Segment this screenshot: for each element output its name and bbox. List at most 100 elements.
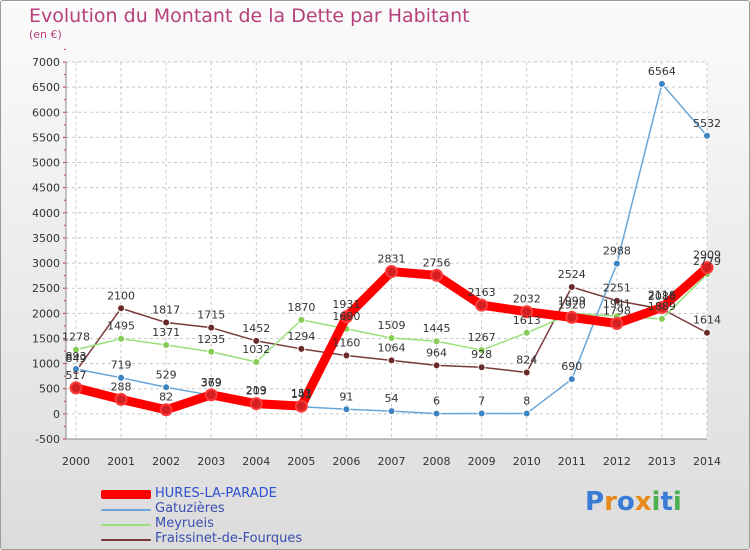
x-tick-label: 2004 (242, 455, 270, 468)
data-label: 2251 (603, 282, 631, 295)
y-tick-label: 2500 (32, 282, 60, 295)
data-point (700, 261, 714, 275)
data-point (432, 361, 441, 370)
data-point (117, 334, 126, 343)
data-point (522, 328, 531, 337)
data-point (387, 334, 396, 343)
y-tick-label: 2000 (32, 307, 60, 320)
x-tick-label: 2007 (378, 455, 406, 468)
data-point (252, 357, 261, 366)
data-label: 54 (385, 392, 399, 405)
y-tick-label: -500 (35, 433, 60, 446)
data-point (567, 282, 576, 291)
x-tick-label: 2013 (648, 455, 676, 468)
data-point (387, 356, 396, 365)
data-label: 369 (201, 376, 222, 389)
data-point (294, 399, 308, 413)
data-point (162, 383, 171, 392)
data-point (703, 328, 711, 337)
data-label: 2116 (648, 289, 676, 302)
data-point (522, 409, 531, 418)
data-label: 1509 (378, 319, 406, 332)
data-label: 1817 (152, 304, 180, 317)
data-label: 1032 (242, 343, 270, 356)
data-label: 2524 (558, 268, 586, 281)
data-label: 824 (516, 353, 537, 366)
data-label: 91 (339, 390, 353, 403)
data-point (297, 344, 306, 353)
y-tick-label: 0 (53, 408, 60, 421)
x-tick-label: 2002 (152, 455, 180, 468)
data-label: 6 (433, 395, 440, 408)
data-point (475, 298, 489, 312)
data-point (703, 131, 711, 140)
data-label: 2163 (468, 286, 496, 299)
data-point (342, 405, 351, 414)
data-label: 82 (159, 391, 173, 404)
legend-label: HURES-LA-PARADE (155, 486, 277, 501)
data-point (117, 304, 126, 313)
data-label: 1452 (242, 322, 270, 335)
legend-swatch (101, 490, 151, 499)
logo-letter: i (672, 487, 682, 517)
data-label: 719 (111, 359, 132, 372)
data-label: 1445 (423, 322, 451, 335)
data-point (162, 340, 171, 349)
y-tick-label: 500 (39, 383, 60, 396)
data-label: 1278 (62, 331, 90, 344)
data-label: 1690 (332, 310, 360, 323)
data-label: 6564 (648, 65, 676, 78)
y-tick-label: 6500 (32, 81, 60, 94)
legend-swatch (101, 539, 151, 541)
x-tick-label: 2003 (197, 455, 225, 468)
data-point (339, 310, 353, 324)
data-label: 203 (246, 385, 267, 398)
data-point (207, 323, 216, 332)
x-tick-label: 2008 (423, 455, 451, 468)
data-point (159, 403, 173, 417)
data-label: 2032 (513, 293, 541, 306)
data-label: 1999 (558, 294, 586, 307)
logo-letter: x (634, 487, 652, 517)
data-point (297, 315, 306, 324)
data-label: 2909 (693, 249, 721, 262)
data-point (565, 310, 579, 324)
data-label: 1495 (107, 320, 135, 333)
data-label: 1798 (603, 304, 631, 317)
data-point (432, 337, 441, 346)
y-tick-label: 7000 (32, 56, 60, 69)
x-tick-label: 2005 (287, 455, 315, 468)
data-label: 379 (201, 376, 222, 389)
data-label: 1160 (332, 337, 360, 350)
data-label: 1870 (287, 301, 315, 314)
data-label: 928 (471, 348, 492, 361)
data-label: 1920 (558, 298, 586, 311)
data-point (252, 336, 261, 345)
data-label: 8 (523, 394, 530, 407)
data-point (385, 265, 398, 279)
data-point (477, 409, 486, 418)
data-point (432, 409, 441, 418)
x-tick-label: 2006 (332, 455, 360, 468)
x-tick-label: 2014 (693, 455, 721, 468)
data-point (477, 346, 486, 355)
x-tick-label: 2012 (603, 455, 631, 468)
y-tick-label: 5000 (32, 157, 60, 170)
chart-subtitle: (en €) (29, 28, 62, 41)
x-tick-label: 2011 (558, 455, 586, 468)
data-label: 1715 (197, 309, 225, 322)
data-label: 2086 (648, 290, 676, 303)
data-label: 529 (156, 368, 177, 381)
y-tick-label: 4500 (32, 182, 60, 195)
x-tick-label: 2001 (107, 455, 135, 468)
data-point (72, 345, 80, 354)
data-label: 2100 (107, 289, 135, 302)
y-tick-label: 5500 (32, 131, 60, 144)
data-label: 1614 (693, 314, 721, 327)
data-label: 2988 (603, 245, 631, 258)
x-tick-label: 2000 (62, 455, 90, 468)
data-point (162, 318, 171, 327)
legend-label: Fraissinet-de-Fourques (155, 531, 303, 546)
data-label: 1931 (332, 298, 360, 311)
